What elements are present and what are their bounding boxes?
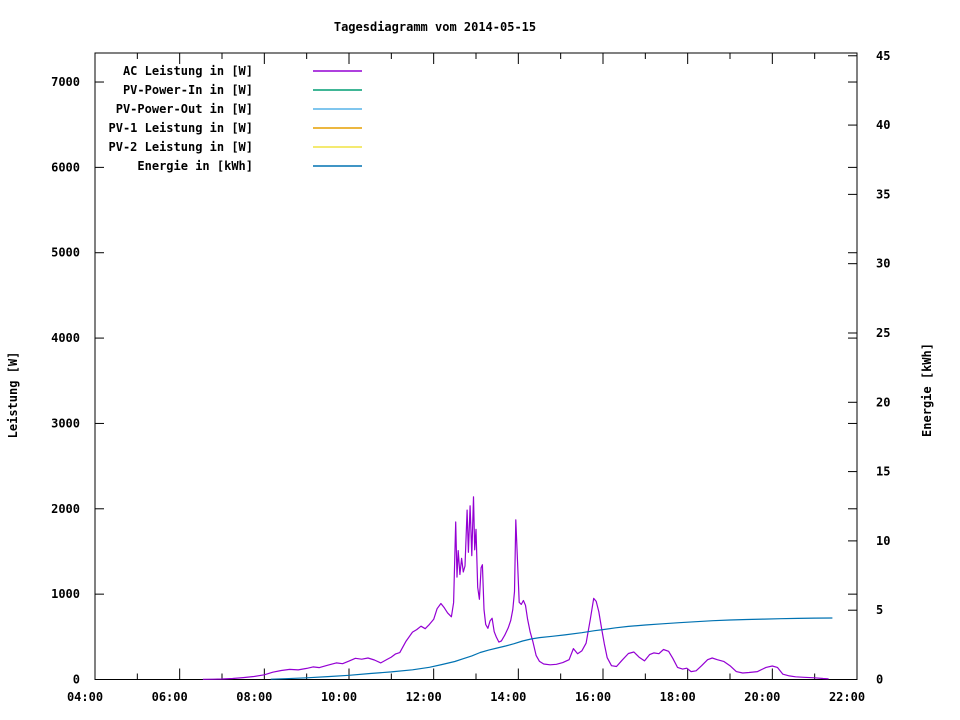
y2-tick-label: 40 [876, 118, 890, 132]
y-tick-label: 2000 [51, 502, 80, 516]
y2-tick-label: 15 [876, 465, 890, 479]
x-tick-label: 06:00 [152, 690, 188, 704]
y-tick-label: 1000 [51, 587, 80, 601]
legend-label: Energie in [kWh] [137, 159, 253, 173]
chart-title: Tagesdiagramm vom 2014-05-15 [334, 20, 536, 34]
y2-tick-label: 0 [876, 673, 883, 687]
series-lines [202, 496, 833, 680]
y-tick-label: 4000 [51, 331, 80, 345]
y2-tick-label: 20 [876, 395, 890, 409]
legend-label: PV-2 Leistung in [W] [109, 140, 254, 154]
y2-tick-label: 5 [876, 603, 883, 617]
y-tick-label: 3000 [51, 416, 80, 430]
y2-axis-label: Energie [kWh] [920, 343, 934, 437]
y2-tick-label: 10 [876, 534, 890, 548]
x-tick-label: 16:00 [575, 690, 611, 704]
y2-tick-label: 30 [876, 257, 890, 271]
legend-label: PV-1 Leistung in [W] [109, 121, 254, 135]
x-tick-label: 04:00 [67, 690, 103, 704]
legend-label: AC Leistung in [W] [123, 64, 253, 78]
y2-tick-label: 25 [876, 326, 890, 340]
axis-ticks: 04:00 06:00 08:00 10:00 12:00 14:00 16:00 18:00… [51, 49, 890, 704]
y-tick-label: 0 [73, 673, 80, 687]
legend: AC Leistung in [W] PV-Power-In in [W] PV-P… [109, 64, 362, 173]
legend-label: PV-Power-In in [W] [123, 83, 253, 97]
y-tick-label: 6000 [51, 160, 80, 174]
series-line-6 [270, 617, 833, 680]
y-axis-label: Leistung [W] [6, 352, 20, 439]
y-tick-label: 7000 [51, 75, 80, 89]
x-tick-label: 14:00 [490, 690, 526, 704]
x-tick-label: 12:00 [406, 690, 442, 704]
y2-tick-label: 45 [876, 49, 890, 63]
x-tick-label: 22:00 [829, 690, 865, 704]
legend-label: PV-Power-Out in [W] [116, 102, 253, 116]
y-tick-label: 5000 [51, 246, 80, 260]
x-tick-label: 20:00 [744, 690, 780, 704]
x-tick-label: 08:00 [236, 690, 272, 704]
x-tick-label: 18:00 [660, 690, 696, 704]
y2-tick-label: 35 [876, 187, 890, 201]
series-line-1 [202, 496, 829, 680]
x-tick-label: 10:00 [321, 690, 357, 704]
